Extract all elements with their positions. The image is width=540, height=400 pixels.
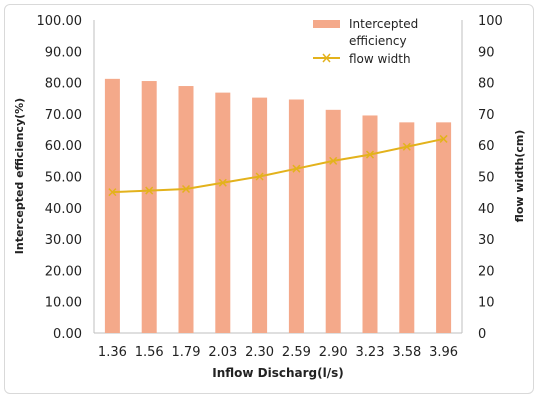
x-tick-label: 2.30 xyxy=(245,345,274,360)
y-left-tick-label: 90.00 xyxy=(45,45,82,60)
legend-line-marker xyxy=(322,53,331,63)
y-left-tick-label: 40.00 xyxy=(45,202,82,217)
y-right-tick-label: 70 xyxy=(478,108,495,123)
bar xyxy=(178,86,194,333)
bar xyxy=(399,122,415,333)
bar xyxy=(215,92,231,333)
legend-line-label: flow width xyxy=(349,52,411,66)
line-point xyxy=(255,172,264,181)
y-right-tick-label: 80 xyxy=(478,77,495,92)
y-left-tick-label: 20.00 xyxy=(45,264,82,279)
y-right-tick-label: 10 xyxy=(478,296,495,311)
x-tick-label: 1.56 xyxy=(135,345,164,360)
y-axis-right-title: flow width(cm) xyxy=(513,130,526,223)
x-tick-label: 1.36 xyxy=(98,345,127,360)
legend-bar-swatch xyxy=(313,20,340,28)
x-axis-title: Inflow Discharg(l/s) xyxy=(212,366,344,380)
left-y-tick-labels: 0.00 10.00 20.00 30.00 40.00 50.00 60.00 70.00 8… xyxy=(37,14,83,342)
bar xyxy=(436,122,452,333)
line-series xyxy=(108,134,448,197)
y-left-tick-label: 70.00 xyxy=(45,108,82,123)
y-left-tick-label: 50.00 xyxy=(45,171,82,186)
x-tick-label: 3.23 xyxy=(356,345,385,360)
bar xyxy=(288,99,304,333)
x-tick-label: 2.59 xyxy=(282,345,311,360)
x-tick-label: 3.96 xyxy=(429,345,458,360)
y-left-tick-label: 10.00 xyxy=(45,296,82,311)
line-point xyxy=(218,178,227,187)
line-point xyxy=(365,150,375,159)
y-left-tick-label: 100.00 xyxy=(37,14,83,29)
legend-bar-label-line1: Intercepted xyxy=(349,17,418,31)
y-axis-left-title: Intercepted efficiency(%) xyxy=(13,98,26,254)
bar xyxy=(325,109,341,334)
x-tick-label: 3.58 xyxy=(392,345,421,360)
line-point xyxy=(439,134,448,143)
y-left-tick-label: 30.00 xyxy=(45,233,82,248)
bar xyxy=(141,81,157,333)
y-right-tick-label: 0 xyxy=(478,327,486,342)
line-point xyxy=(329,156,338,165)
line-point xyxy=(108,188,117,197)
x-tick-labels: 1.36 1.56 1.79 2.03 2.30 2.59 2.90 3.23 3.58 3.96 xyxy=(98,345,458,360)
y-left-tick-label: 60.00 xyxy=(45,139,82,154)
y-right-tick-label: 30 xyxy=(478,233,495,248)
y-right-tick-label: 100 xyxy=(478,14,503,29)
line-point xyxy=(145,186,154,195)
bar xyxy=(104,78,120,334)
x-tick-label: 2.03 xyxy=(208,345,237,360)
x-tick-label: 1.79 xyxy=(172,345,201,360)
y-right-tick-label: 90 xyxy=(478,45,495,60)
y-left-tick-label: 0.00 xyxy=(53,327,82,342)
legend-bar-label-line2: efficiency xyxy=(349,34,407,48)
line-point xyxy=(181,184,191,194)
line-point xyxy=(402,142,411,151)
y-left-tick-label: 80.00 xyxy=(45,77,82,92)
y-right-tick-label: 40 xyxy=(478,202,495,217)
y-right-tick-label: 20 xyxy=(478,264,495,279)
x-tick-label: 2.90 xyxy=(319,345,348,360)
legend: Intercepted efficiency flow width xyxy=(313,17,418,66)
y-right-tick-label: 50 xyxy=(478,171,495,186)
bar-series xyxy=(104,78,452,334)
flow-width-line xyxy=(112,137,444,194)
right-y-tick-labels: 0 10 20 30 40 50 60 70 80 90 100 xyxy=(478,14,503,342)
bar xyxy=(362,115,378,333)
y-right-tick-label: 60 xyxy=(478,139,495,154)
bar xyxy=(252,97,268,334)
line-point xyxy=(292,164,301,173)
